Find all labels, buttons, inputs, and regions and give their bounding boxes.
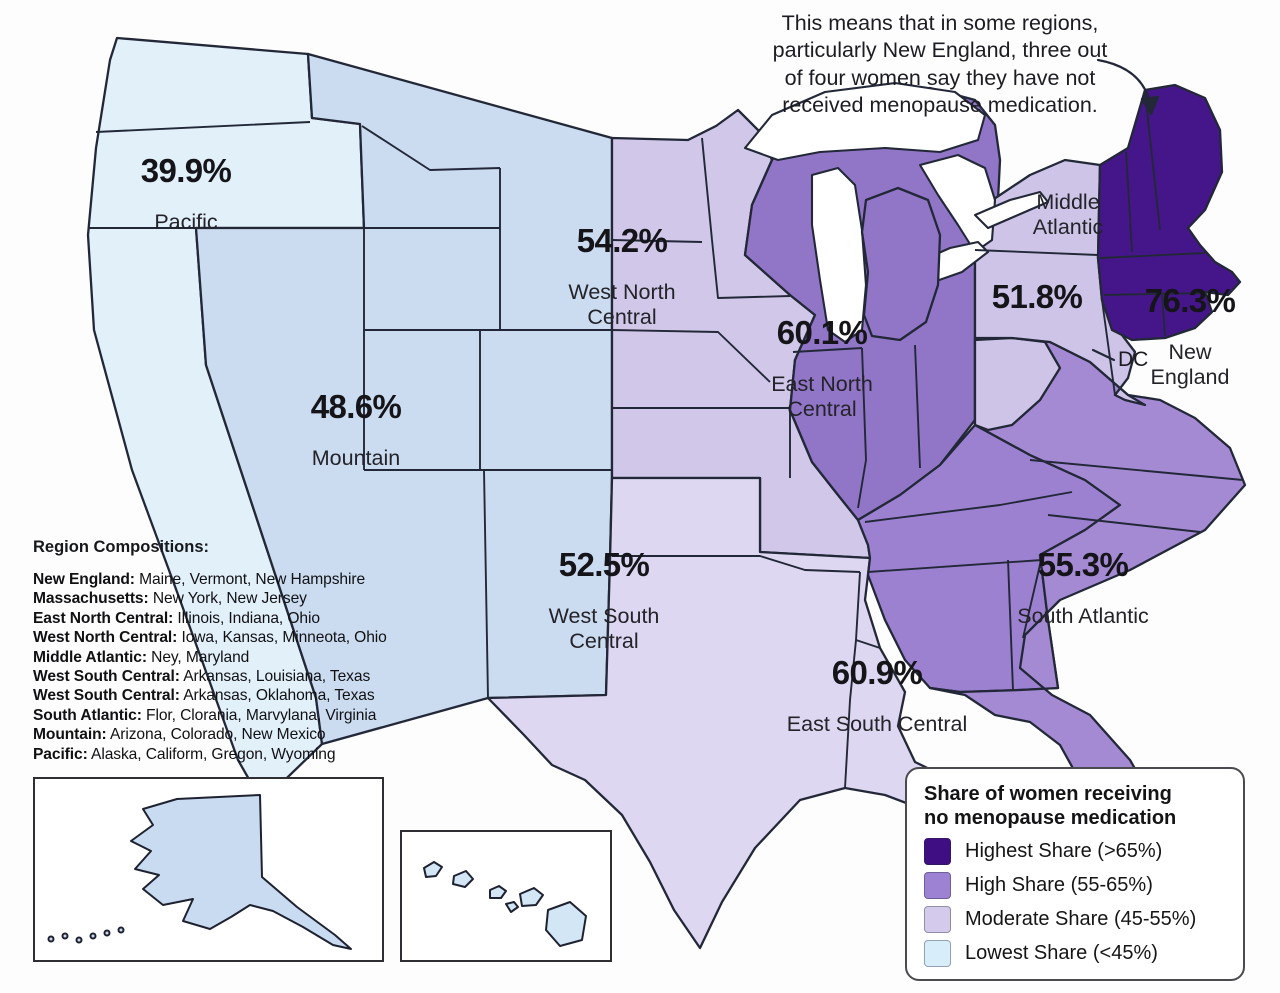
mountain-percentage: 48.6% [310, 388, 402, 425]
label-west-south-central: 52.5% West South Central [549, 530, 660, 672]
label-pacific: 39.9% Pacific [141, 136, 232, 253]
composition-item: Pacific: Alaska, Caliform, Gregon, Wyomi… [33, 745, 336, 763]
enc-name: East North Central [771, 371, 873, 421]
alaska-shape [130, 794, 352, 950]
dc-leader-line [1091, 348, 1116, 362]
region-west-south-central [486, 476, 970, 950]
map-legend: Share of women receiving no menopause me… [905, 767, 1245, 981]
lake-huron [918, 153, 997, 254]
hawaii-island [452, 870, 474, 888]
aleutian-island [89, 932, 97, 940]
region-middle-atlantic [973, 158, 1147, 407]
hawaii-island [423, 861, 443, 878]
enc-percentage: 60.1% [776, 314, 868, 351]
lake-superior [743, 81, 987, 162]
lake-michigan [810, 166, 868, 344]
region-michigan-lower-peninsula [860, 186, 942, 342]
composition-item: Middle Atlantic: Ney, Maryland [33, 648, 250, 666]
annotation-text: This means that in some regions, particu… [772, 11, 1108, 117]
middle-atlantic-name: Middle Atlantic [1032, 190, 1104, 239]
region-compositions: Region Compositions: New England: Maine,… [33, 538, 503, 764]
alaska-map [47, 794, 352, 950]
annotation-arrow [1096, 58, 1152, 105]
label-new-england: 76.3% New England [1145, 266, 1236, 408]
composition-item: East North Central: Illinois, Indiana, O… [33, 609, 320, 627]
aleutian-island [61, 932, 69, 940]
legend-item-label: Moderate Share (45-55%) [965, 907, 1197, 930]
label-south-atlantic: 55.3% South Atlantic [1017, 530, 1148, 647]
legend-item-highest: Highest Share (>65%) [924, 837, 1226, 865]
legend-item-label: Highest Share (>65%) [965, 839, 1163, 862]
hawaii-island [489, 885, 507, 899]
legend-item-label: Lowest Share (<45%) [965, 941, 1158, 964]
label-east-north-central: 60.1% East North Central [771, 298, 873, 440]
composition-item: New England: Maine, Vermont, New Hampshi… [33, 571, 366, 588]
label-west-north-central: 54.2% West North Central [568, 206, 675, 348]
mountain-name: Mountain [311, 445, 401, 470]
lowest-share-swatch [924, 939, 951, 967]
esc-name: East South Central [786, 711, 968, 736]
pacific-percentage: 39.9% [140, 152, 232, 189]
annotation-arrowhead [1140, 95, 1160, 116]
midatl-percentage: 51.8% [991, 278, 1083, 315]
esc-percentage: 60.9% [831, 654, 923, 691]
compositions-title: Region Compositions: [33, 538, 209, 556]
hawaii-inset [400, 830, 612, 962]
lake-ontario [973, 190, 1050, 230]
hawaii-island [519, 887, 544, 907]
wsc-percentage: 52.5% [558, 546, 650, 583]
label-mountain: 48.6% Mountain [311, 372, 402, 489]
legend-item-high: High Share (55-65%) [924, 871, 1226, 899]
aleutian-island [75, 936, 83, 944]
composition-item: Massachusetts: New York, New Jersey [33, 590, 307, 608]
composition-item: West South Central: Arkansas, Oklahoma, … [33, 687, 375, 705]
hawaii-map [423, 861, 587, 947]
state-borders [88, 91, 1244, 789]
composition-item: South Atlantic: Flor, Clorania, Marvylan… [33, 706, 377, 724]
legend-item-lowest: Lowest Share (<45%) [924, 939, 1226, 967]
wnc-name: West North Central [568, 279, 676, 329]
composition-item: Mountain: Arizona, Colorado, New Mexico [33, 726, 326, 744]
ne-percentage: 76.3% [1144, 282, 1236, 319]
aleutian-island [47, 935, 55, 943]
high-share-swatch [924, 871, 951, 899]
dc-label: DC [1118, 348, 1149, 371]
pacific-name: Pacific [154, 209, 218, 234]
composition-item: West South Central: Arkansas, Louisiana,… [33, 668, 371, 686]
aleutian-island [103, 929, 111, 937]
sa-percentage: 55.3% [1037, 546, 1129, 583]
legend-item-label: High Share (55-65%) [965, 873, 1153, 896]
hawaii-island [545, 901, 587, 947]
moderate-share-swatch [924, 905, 951, 933]
region-new-england [1096, 83, 1242, 342]
aleutian-island [117, 926, 125, 934]
highest-share-swatch [924, 837, 951, 865]
hawaii-island [505, 901, 519, 913]
legend-title: Share of women receiving no menopause me… [924, 783, 1177, 830]
legend-item-moderate: Moderate Share (45-55%) [924, 905, 1226, 933]
label-middle-atlantic-pct: 51.8% [992, 262, 1083, 333]
wnc-percentage: 54.2% [576, 222, 668, 259]
composition-item: West North Central: Iowa, Kansas, Minneo… [33, 629, 387, 647]
alaska-inset [33, 777, 384, 962]
sa-name: South Atlantic [1017, 603, 1149, 628]
wsc-name: West South Central [548, 603, 660, 653]
label-east-south-central: 60.9% East South Central [787, 638, 967, 755]
ne-name: New England [1150, 339, 1230, 389]
